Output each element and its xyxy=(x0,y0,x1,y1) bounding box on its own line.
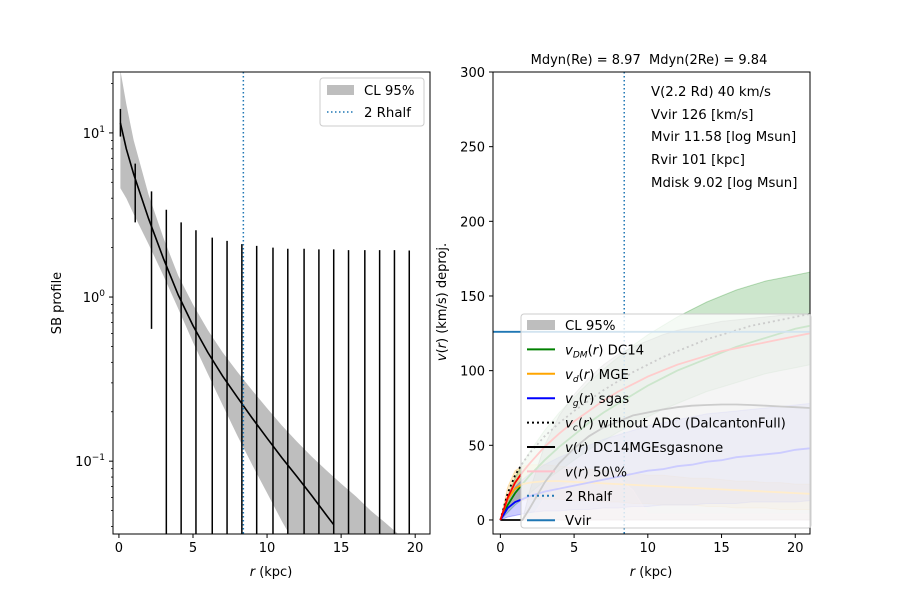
right-legend-label-8: Vvir xyxy=(565,514,592,529)
annotation-v22rd: V(2.2 Rd) 40 km/s xyxy=(651,85,771,100)
x-tick-label: 15 xyxy=(333,541,350,556)
left-x-ticks: 0 5 10 15 20 xyxy=(115,534,424,556)
x-tick-label: 0 xyxy=(115,541,123,556)
y-tick-label: 101 xyxy=(83,125,105,142)
x-tick-label: 5 xyxy=(189,541,197,556)
y-tick-label: 50 xyxy=(468,439,485,454)
x-tick-label: 20 xyxy=(787,541,804,556)
right-legend-label-2: vd(r) MGE xyxy=(565,368,629,385)
y-tick-label: 150 xyxy=(460,290,485,305)
right-panel: 0 5 10 15 20 0 50 100 150 200 250 300 Mdyn(Re) = 8… xyxy=(435,53,812,580)
x-tick-label: 20 xyxy=(407,541,424,556)
y-tick-label: 100 xyxy=(460,365,485,380)
y-tick-label: 100 xyxy=(83,289,106,306)
legend-patch-cl95 xyxy=(327,85,354,95)
right-legend-label-3: vg(r) sgas xyxy=(565,392,629,409)
annotation-mdisk: Mdisk 9.02 [log Msun] xyxy=(651,176,797,191)
right-legend-box xyxy=(520,313,812,529)
y-tick-label: 0 xyxy=(477,514,485,529)
right-x-axis-label: r (kpc) xyxy=(630,565,673,580)
y-tick-label: 10−1 xyxy=(75,453,105,470)
annotation-rvir: Rvir 101 [kpc] xyxy=(651,153,745,168)
right-legend-label-0: CL 95% xyxy=(565,319,615,334)
left-legend-label-1: 2 Rhalf xyxy=(364,106,411,121)
annotation-vvir: Vvir 126 [km/s] xyxy=(651,108,753,123)
left-plot-area xyxy=(119,72,411,534)
cl95-band xyxy=(120,72,399,534)
right-title: Mdyn(Re) = 8.97 Mdyn(2Re) = 9.84 xyxy=(531,53,768,68)
right-legend-label-1: vDM(r) DC14 xyxy=(565,343,644,360)
right-y-ticks: 0 50 100 150 200 250 300 xyxy=(460,66,493,529)
right-legend-label-4: vc(r) without ADC (DalcantonFull) xyxy=(565,417,786,434)
annotation-mvir: Mvir 11.58 [log Msun] xyxy=(651,130,796,145)
legend-patch xyxy=(527,320,555,330)
y-tick-label: 300 xyxy=(460,66,485,81)
left-y-ticks: 101 100 10−1 xyxy=(75,83,113,527)
left-legend: CL 95% 2 Rhalf xyxy=(319,77,425,127)
left-y-axis-label: SB profile xyxy=(50,272,65,334)
y-tick-label: 200 xyxy=(460,215,485,230)
right-annotations: V(2.2 Rd) 40 km/s Vvir 126 [km/s] Mvir 1… xyxy=(651,85,797,191)
x-tick-label: 15 xyxy=(713,541,730,556)
left-x-axis-label: r (kpc) xyxy=(250,565,293,580)
right-axes-frame xyxy=(492,71,811,535)
right-legend-label-6: v(r) 50\% xyxy=(565,465,627,480)
x-tick-label: 5 xyxy=(570,541,578,556)
x-tick-label: 10 xyxy=(640,541,657,556)
y-tick-label: 250 xyxy=(460,141,485,156)
right-x-ticks: 0 5 10 15 20 xyxy=(496,534,804,556)
left-axes-frame xyxy=(112,71,431,535)
right-y-axis-label: v(r) (km/s) deproj. xyxy=(435,243,450,361)
right-legend-label-5: v(r) DC14MGEsgasnone xyxy=(565,441,723,456)
left-panel: 0 5 10 15 20 101 100 10−1 r (kpc) SB profile C… xyxy=(50,71,431,580)
right-legend: CL 95% vDM(r) DC14 vd(r) MGE vg(r) sgas vc(r… xyxy=(520,313,812,529)
x-tick-label: 0 xyxy=(496,541,504,556)
model-curve xyxy=(119,122,335,526)
right-legend-label-7: 2 Rhalf xyxy=(565,490,612,505)
left-legend-label-0: CL 95% xyxy=(364,84,414,99)
x-tick-label: 10 xyxy=(259,541,276,556)
